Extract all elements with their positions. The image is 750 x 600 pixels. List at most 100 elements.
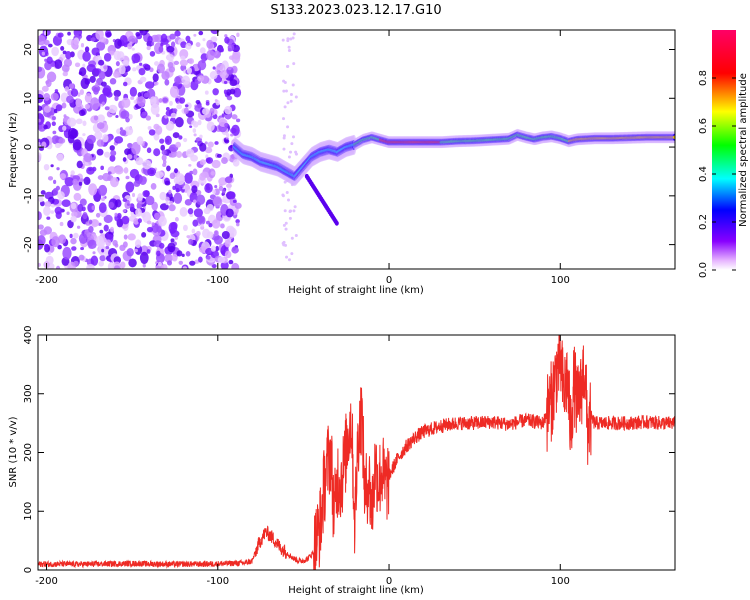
spectrogram-noise-speck	[182, 224, 188, 232]
spectrogram-noise-speck	[105, 245, 110, 250]
snr-ytick-label: 400	[23, 325, 34, 344]
spectrogram-noise-speck	[132, 192, 136, 198]
spectrogram-noise-speck	[156, 250, 161, 257]
spectrogram-noise-speck	[186, 67, 192, 74]
spectrogram-noise-speck	[291, 135, 295, 139]
spectrogram-xtick-label: -200	[35, 275, 58, 286]
spectrogram-noise-speck	[131, 53, 141, 64]
spectrogram-noise-speck	[283, 105, 287, 109]
spectrogram-noise-speck	[127, 43, 133, 50]
spectrogram-noise-speck	[91, 85, 101, 93]
spectrogram-noise-speck	[113, 50, 122, 61]
spectrogram-noise-speck	[224, 34, 228, 38]
spectrogram-noise-speck	[289, 99, 293, 103]
spectrogram-noise-speck	[91, 219, 100, 227]
spectrogram-noise-speck	[101, 248, 105, 253]
spectrogram-noise-speck	[282, 134, 286, 138]
spectrogram-noise-speck	[122, 60, 130, 67]
spectrogram-noise-speck	[211, 159, 221, 169]
snr-ytick-label: 0	[23, 567, 34, 573]
spectrogram-noise-speck	[235, 84, 241, 89]
spectrogram-noise-speck	[212, 196, 223, 207]
spectrogram-noise-speck	[195, 42, 201, 48]
spectrogram-noise-speck	[282, 136, 286, 140]
spectrogram-noise-speck	[38, 211, 42, 221]
spectrogram-noise-speck	[173, 192, 183, 204]
spectrogram-noise-speck	[235, 219, 240, 224]
spectrogram-noise-speck	[114, 265, 120, 269]
spectrogram-noise-speck	[139, 76, 147, 83]
spectrogram-noise-speck	[189, 170, 194, 175]
spectrogram-noise-speck	[86, 263, 95, 269]
spectrogram-noise-speck	[198, 256, 203, 263]
spectrogram-noise-speck	[202, 38, 206, 42]
spectrogram-noise-speck	[227, 187, 231, 191]
spectrogram-noise-speck	[213, 50, 221, 59]
spectrogram-noise-speck	[180, 41, 187, 49]
spectrogram-noise-speck	[146, 147, 152, 154]
spectrogram-noise-speck	[66, 95, 74, 104]
spectrogram-noise-speck	[120, 261, 126, 269]
spectrogram-noise-speck	[46, 216, 51, 220]
spectrogram-noise-speck	[78, 233, 88, 244]
spectrogram-noise-speck	[76, 160, 83, 169]
spectrogram-noise-speck	[96, 122, 105, 130]
spectrogram-noise-speck	[185, 35, 191, 42]
spectrogram-noise-speck	[164, 115, 168, 119]
spectrogram-noise-speck	[204, 141, 208, 145]
spectrogram-noise-speck	[67, 127, 78, 140]
spectrogram-noise-speck	[70, 237, 77, 245]
spectrogram-noise-speck	[114, 136, 124, 144]
spectrogram-noise-speck	[219, 70, 229, 79]
spectrogram-noise-speck	[192, 128, 197, 133]
spectrogram-noise-speck	[211, 219, 221, 229]
spectrogram-noise-speck	[38, 118, 41, 123]
spectrogram-noise-speck	[99, 255, 106, 262]
spectrogram-noise-speck	[38, 105, 43, 112]
spectrogram-noise-speck	[196, 230, 201, 237]
spectrogram-noise-speck	[108, 201, 115, 209]
spectrogram-noise-speck	[214, 99, 218, 102]
spectrogram-noise-speck	[179, 59, 188, 67]
spectrogram-noise-speck	[175, 141, 182, 148]
spectrogram-noise-speck	[191, 228, 196, 234]
spectrogram-noise-speck	[100, 86, 104, 90]
spectrogram-noise-speck	[154, 61, 159, 66]
spectrogram-noise-speck	[161, 149, 167, 156]
spectrogram-noise-speck	[292, 32, 296, 36]
spectrogram-noise-speck	[39, 229, 48, 236]
spectrogram-noise-speck	[229, 88, 236, 95]
spectrogram-noise-speck	[103, 224, 109, 232]
spectrogram-noise-speck	[103, 52, 112, 62]
spectrogram-noise-speck	[51, 116, 56, 121]
spectrogram-noise-speck	[66, 211, 70, 216]
spectrogram-noise-speck	[161, 70, 170, 80]
spectrogram-noise-speck	[152, 73, 159, 82]
spectrogram-noise-speck	[142, 190, 150, 198]
spectrogram-noise-speck	[175, 173, 185, 186]
spectrogram-noise-speck	[57, 191, 65, 200]
spectrogram-noise-speck	[51, 46, 60, 57]
spectrogram-noise-speck	[168, 153, 173, 158]
spectrogram-noise-speck	[212, 88, 219, 96]
spectrogram-noise-speck	[231, 262, 240, 269]
spectrogram-noise-speck	[43, 105, 52, 113]
spectrogram-noise-speck	[210, 36, 218, 43]
spectrogram-noise-speck	[188, 163, 192, 167]
spectrogram-noise-speck	[231, 52, 241, 64]
spectrogram-noise-speck	[84, 92, 93, 103]
spectrogram-noise-speck	[197, 75, 205, 82]
spectrogram-noise-speck	[164, 180, 171, 186]
spectrogram-noise-speck	[41, 51, 46, 56]
snr-panel: -200 -100 0 100 0 100 200 300 400 Height of stra…	[8, 325, 676, 596]
spectrogram-noise-speck	[110, 150, 117, 157]
spectrogram-noise-speck	[167, 242, 176, 253]
spectrogram-noise-speck	[192, 121, 199, 128]
spectrogram-noise-speck	[98, 70, 106, 80]
spectrogram-noise-speck	[38, 196, 44, 203]
spectrogram-noise-speck	[294, 95, 298, 99]
spectrogram-noise-speck	[146, 226, 153, 233]
spectrogram-noise-speck	[290, 252, 294, 256]
spectrogram-noise-speck	[174, 30, 181, 37]
spectrogram-noise-speck	[160, 144, 166, 151]
